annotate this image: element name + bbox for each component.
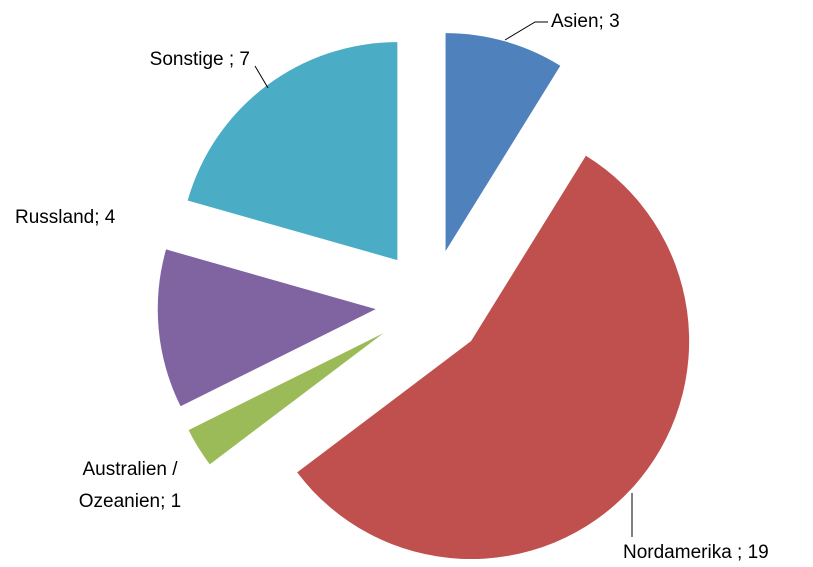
data-label-line: Russland; 4 <box>15 207 116 228</box>
pie-slice <box>187 42 398 261</box>
pie-slice <box>188 332 384 465</box>
data-label: Nordamerika ; 19 <box>623 542 769 563</box>
data-label-line: Sonstige ; 7 <box>150 49 250 70</box>
pie-slice <box>157 249 376 407</box>
data-label-line: Australien / <box>82 459 178 480</box>
pie-slice <box>297 155 690 560</box>
data-label-line: Asien; 3 <box>551 11 620 32</box>
leader-line <box>254 65 269 89</box>
leader-line <box>504 21 548 41</box>
data-label: Sonstige ; 7 <box>150 49 250 70</box>
data-label: Russland; 4 <box>15 207 116 228</box>
data-label: Asien; 3 <box>551 11 620 32</box>
data-label-line: Nordamerika ; 19 <box>623 542 769 563</box>
data-label: Australien / Ozeanien; 1 <box>79 459 181 512</box>
pie-slice <box>445 33 561 252</box>
data-label-line: Ozeanien; 1 <box>79 491 181 512</box>
